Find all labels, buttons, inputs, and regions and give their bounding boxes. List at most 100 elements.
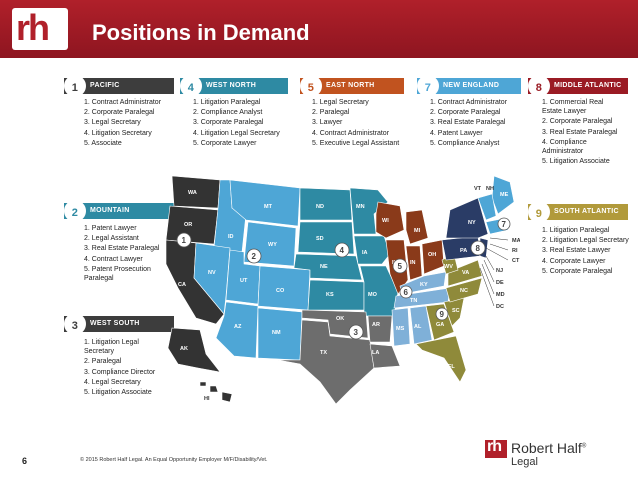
label-wa: WA xyxy=(188,190,197,196)
state-va xyxy=(447,259,483,287)
label-mn: MN xyxy=(356,204,365,210)
label-ga: GA xyxy=(436,322,444,328)
state-nv xyxy=(193,242,231,315)
state-or xyxy=(165,205,219,245)
region-header-east-north-central: 5 EAST NORTH CENTRAL xyxy=(300,75,404,105)
region-header-mountain: 2 MOUNTAIN xyxy=(64,200,174,222)
region-badge-8 xyxy=(470,240,486,256)
list-item: 4. Compliance Administrator xyxy=(542,138,587,156)
list-item: 3. Real Estate Lawyer xyxy=(542,247,611,255)
label-co: CO xyxy=(276,288,285,294)
label-dc: DC xyxy=(496,304,504,310)
label-hi: HI xyxy=(204,396,210,402)
copyright-text: © 2015 Robert Half Legal. An Equal Oppor… xyxy=(80,457,268,463)
region-badge-9 xyxy=(435,307,449,321)
region-header-west-south-central: 3 WEST SOUTH CENTRAL xyxy=(64,313,174,343)
us-regions-map: WA OR CA ID NV MT WY UT AZ CO NM ND SD N… xyxy=(165,175,520,405)
state-ne xyxy=(293,253,363,281)
state-fl xyxy=(415,335,467,383)
list-item: 2. Legal Assistant xyxy=(84,235,139,243)
list-item: 5. Litigation Associate xyxy=(542,158,610,166)
svg-text:5: 5 xyxy=(398,262,403,271)
list-item: 1. Litigation Legal Secretary xyxy=(84,339,139,356)
list-item: 3. Compliance Director xyxy=(84,368,156,376)
state-nd xyxy=(299,187,353,221)
state-la xyxy=(369,343,401,369)
label-ut: UT xyxy=(240,278,248,284)
label-ak: AK xyxy=(180,346,188,352)
list-item: 5. Patent Prosecution Paralegal xyxy=(84,265,151,283)
label-nm: NM xyxy=(272,330,281,336)
list-item: 1. Contract Administrator xyxy=(84,99,162,106)
label-nj: NJ xyxy=(496,268,503,274)
label-tn: TN xyxy=(410,298,417,304)
header-bar: rh Positions in Demand xyxy=(0,0,638,58)
state-az xyxy=(215,301,259,359)
label-wy: WY xyxy=(268,242,277,248)
list-item: 1. Commercial Real Estate Lawyer xyxy=(542,99,604,116)
region-list-new-england: 1. Contract Administrator 2. Corporate P… xyxy=(430,98,522,149)
svg-text:3: 3 xyxy=(354,328,359,337)
list-item: 5. Corporate Paralegal xyxy=(542,267,613,275)
rh-logo: rh xyxy=(12,8,68,50)
label-ar: AR xyxy=(372,322,380,328)
list-item: 4. Litigation Secretary xyxy=(84,129,152,137)
state-mn xyxy=(349,187,389,235)
label-nd: ND xyxy=(316,204,324,210)
label-ma: MA xyxy=(512,238,520,244)
label-md: MD xyxy=(496,292,505,298)
list-item: 2. Corporate Paralegal xyxy=(542,118,613,126)
region-list-east-north-central: 1. Legal Secretary 2. Paralegal 3. Lawye… xyxy=(312,98,402,149)
label-or: OR xyxy=(184,222,192,228)
list-item: 4. Contract Administrator xyxy=(312,129,390,137)
list-item: 2. Paralegal xyxy=(84,358,122,366)
label-in: IN xyxy=(410,260,416,266)
state-ny xyxy=(445,197,489,239)
state-ia xyxy=(353,235,391,265)
page-title: Positions in Demand xyxy=(92,20,310,45)
region-list-mountain: 1. Patent Lawyer 2. Legal Assistant 3. R… xyxy=(84,224,176,284)
region-badge-6 xyxy=(399,285,413,299)
state-nc xyxy=(445,277,483,303)
list-item: 3. Legal Secretary xyxy=(84,119,141,127)
state-al xyxy=(409,305,433,345)
list-item: 5. Compliance Analyst xyxy=(430,139,500,147)
state-vt-nh xyxy=(477,193,497,221)
label-ky: KY xyxy=(420,282,428,288)
list-item: 2. Compliance Analyst xyxy=(193,109,263,117)
svg-text:7: 7 xyxy=(502,220,507,229)
list-item: 1. Contract Administrator xyxy=(430,99,508,106)
label-nc: NC xyxy=(460,288,468,294)
state-ms xyxy=(391,307,411,347)
list-item: 2. Paralegal xyxy=(312,109,350,117)
list-item: 4. Corporate Lawyer xyxy=(542,257,606,265)
list-item: 1. Litigation Paralegal xyxy=(193,99,261,106)
state-wi xyxy=(375,201,405,239)
label-mo: MO xyxy=(368,292,378,298)
region-list-middle-atlantic: 1. Commercial Real Estate Lawyer 2. Corp… xyxy=(542,98,622,167)
list-item: 4. Legal Secretary xyxy=(84,378,141,386)
label-ks: KS xyxy=(326,292,334,298)
region-badge-2 xyxy=(246,248,262,264)
label-tx: TX xyxy=(320,350,327,356)
list-item: 2. Corporate Paralegal xyxy=(84,109,155,117)
label-sc: SC xyxy=(452,308,460,314)
brand-sub: Legal xyxy=(511,456,538,468)
list-item: 1. Patent Lawyer xyxy=(84,225,137,232)
label-ok: OK xyxy=(336,316,344,322)
list-item: 5. Executive Legal Assistant xyxy=(312,139,400,147)
label-ia: IA xyxy=(362,250,368,256)
region-header-new-england: 7 NEW ENGLAND xyxy=(417,75,521,97)
region-list-west-south-central: 1. Litigation Legal Secretary 2. Paraleg… xyxy=(84,338,164,398)
list-item: 2. Litigation Legal Secretary xyxy=(542,237,629,245)
label-ca: CA xyxy=(178,282,186,288)
list-item: 4. Contract Lawyer xyxy=(84,255,143,263)
label-me: ME xyxy=(500,192,509,198)
label-oh: OH xyxy=(428,252,436,258)
brand-name: Robert Half® xyxy=(511,440,587,456)
label-vt: VT xyxy=(474,186,482,192)
label-ne: NE xyxy=(320,264,328,270)
list-item: 3. Lawyer xyxy=(312,119,343,127)
state-hi xyxy=(199,381,233,403)
svg-text:1: 1 xyxy=(182,236,187,245)
